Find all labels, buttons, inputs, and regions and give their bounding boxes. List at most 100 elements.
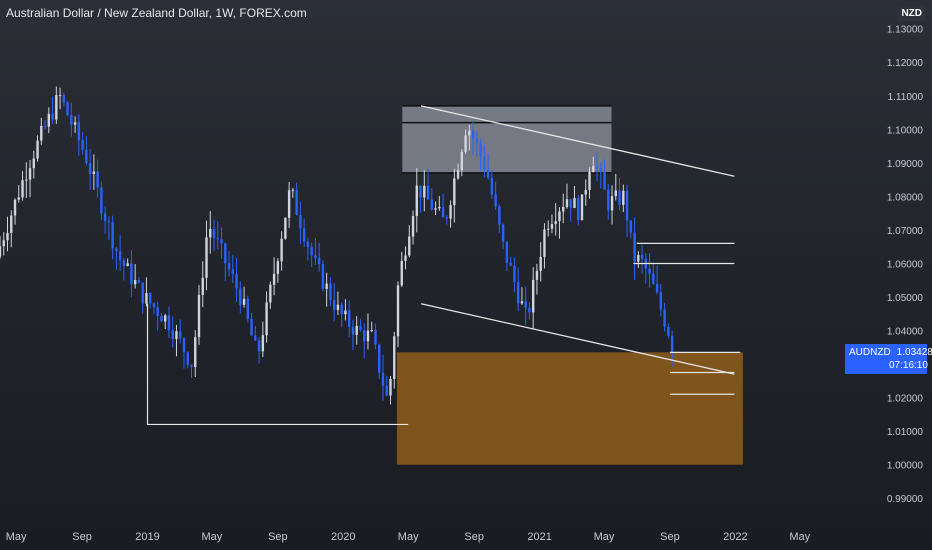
candle-body [344, 310, 347, 315]
candle-body [430, 199, 434, 210]
candle-body [186, 352, 189, 365]
candle-body [445, 217, 449, 219]
candle-body [36, 140, 39, 159]
candle-body [205, 237, 208, 278]
candle-body [145, 292, 148, 304]
candle-body [254, 335, 257, 341]
countdown-label: 07:16:10 [889, 360, 928, 371]
y-tick-label: 1.01000 [887, 427, 924, 438]
candle-body [152, 303, 156, 308]
resistance-zone [402, 105, 612, 173]
candle-body [528, 307, 531, 313]
x-tick-label: 2020 [331, 531, 355, 543]
candle-body [501, 224, 505, 242]
y-tick-label: 1.02000 [887, 394, 924, 405]
candle-body [0, 246, 2, 257]
candle-body [584, 189, 587, 195]
candle-body [269, 284, 272, 303]
candle-body [81, 140, 84, 150]
candle-body [321, 264, 325, 289]
candle-body [224, 243, 227, 264]
candle-body [235, 273, 238, 289]
candle-body [21, 180, 24, 198]
candle-body [28, 168, 32, 180]
y-tick-label: 1.09000 [887, 159, 924, 170]
candle-body [524, 301, 527, 308]
candle-body [543, 229, 546, 257]
candle-body [2, 240, 5, 247]
candle-body [194, 337, 197, 368]
candle-body [336, 304, 340, 310]
candle-body [103, 213, 107, 222]
candle-body [419, 185, 422, 198]
candle-body [130, 263, 133, 285]
candle-body [441, 206, 445, 218]
candle-body [55, 95, 58, 120]
candle-body [464, 135, 467, 152]
candle-body [167, 315, 171, 331]
candle-body [494, 194, 497, 207]
candle-body [310, 246, 313, 256]
x-tick-label: Sep [268, 531, 288, 543]
candle-body [88, 163, 92, 174]
candle-body [242, 298, 246, 305]
candle-body [490, 177, 494, 195]
candle-body [51, 113, 54, 120]
y-tick-label: 1.08000 [887, 192, 924, 203]
symbol-label: AUDNZD [849, 347, 891, 358]
candle-body [197, 294, 201, 338]
candle-body [272, 273, 276, 285]
candle-body [96, 171, 99, 188]
demand-zone [396, 352, 743, 465]
candle-body [652, 273, 655, 284]
candle-body [546, 228, 550, 230]
candle-body [498, 206, 501, 225]
candle-body [73, 122, 77, 125]
candle-body [115, 248, 118, 252]
candle-body [216, 238, 219, 240]
candle-body [190, 364, 193, 368]
candle-body [550, 224, 554, 229]
candle-body [595, 166, 599, 169]
x-tick-label: May [6, 531, 27, 543]
x-tick-label: Sep [72, 531, 92, 543]
candle-body [569, 199, 572, 208]
candle-body [111, 222, 114, 249]
candle-body [622, 190, 625, 205]
candle-body [10, 215, 13, 233]
candle-body [220, 239, 223, 244]
candle-body [565, 199, 569, 207]
candle-body [314, 255, 317, 258]
candle-body [404, 255, 407, 261]
candle-body [667, 326, 670, 336]
candle-body [40, 126, 43, 141]
candle-body [614, 190, 617, 197]
candle-body [366, 330, 370, 342]
candle-body [389, 378, 392, 396]
candle-body [618, 190, 621, 205]
candle-body [17, 197, 20, 200]
candle-body [122, 260, 126, 266]
candle-body [385, 385, 388, 396]
candle-body [359, 325, 362, 331]
candle-body [302, 228, 306, 242]
candle-body [43, 126, 47, 128]
candle-body [231, 269, 234, 274]
candle-body [577, 198, 580, 221]
candle-body [374, 329, 377, 345]
candle-body [148, 292, 152, 304]
x-tick-label: 2022 [723, 531, 747, 543]
candle-body [160, 315, 163, 322]
candle-body [317, 257, 321, 265]
upper-trendline [420, 105, 735, 177]
candle-body [663, 309, 666, 327]
y-tick-label: 1.05000 [887, 293, 924, 304]
candle-body [513, 265, 516, 282]
currency-label: NZD [897, 6, 926, 21]
candle-body [62, 94, 66, 103]
candle-body [516, 281, 520, 304]
candle-body [468, 130, 471, 136]
y-tick-label: 1.04000 [887, 327, 924, 338]
